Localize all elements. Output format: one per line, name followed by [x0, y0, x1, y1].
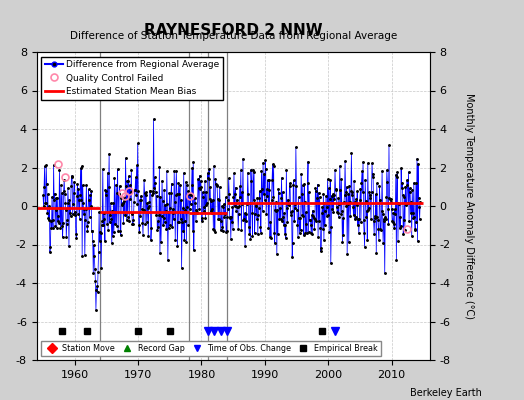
Text: Berkeley Earth: Berkeley Earth [410, 388, 482, 398]
Text: Difference of Station Temperature Data from Regional Average: Difference of Station Temperature Data f… [70, 31, 397, 41]
Legend: Difference from Regional Average, Quality Control Failed, Estimated Station Mean: Difference from Regional Average, Qualit… [41, 56, 223, 100]
Title: RAYNESFORD 2 NNW: RAYNESFORD 2 NNW [144, 23, 322, 38]
Y-axis label: Monthly Temperature Anomaly Difference (°C): Monthly Temperature Anomaly Difference (… [464, 93, 474, 319]
